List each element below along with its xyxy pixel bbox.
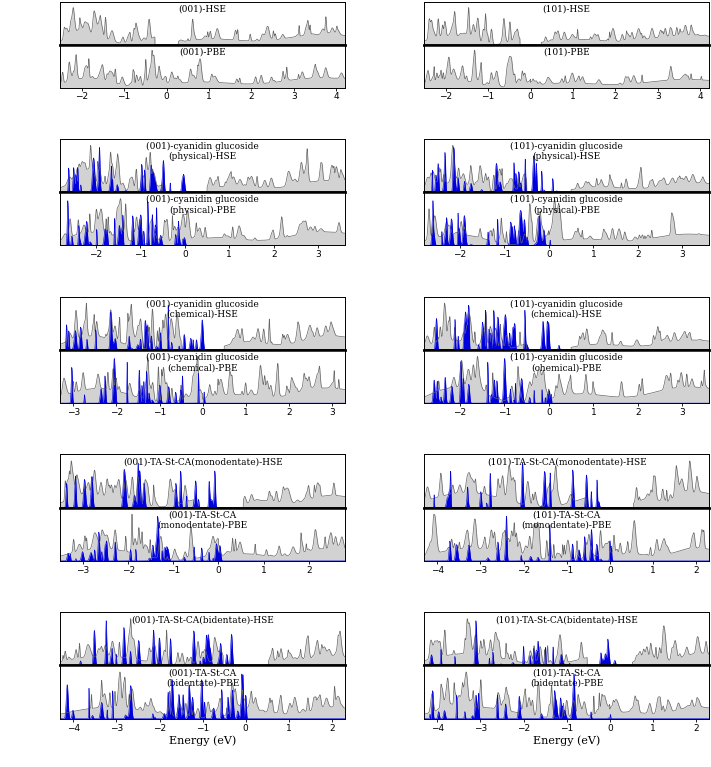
Text: (001)-cyanidin glucoside
(physical)-HSE: (001)-cyanidin glucoside (physical)-HSE xyxy=(146,142,259,161)
Text: (001)-TA-St-CA(bidentate)-HSE: (001)-TA-St-CA(bidentate)-HSE xyxy=(132,615,274,624)
Text: (101)-TA-St-CA
(monodentate)-PBE: (101)-TA-St-CA (monodentate)-PBE xyxy=(522,511,611,530)
Text: (101)-cyanidin glucoside
(physical)-PBE: (101)-cyanidin glucoside (physical)-PBE xyxy=(510,196,623,215)
Text: (101)-TA-St-CA
(bidentate)-PBE: (101)-TA-St-CA (bidentate)-PBE xyxy=(530,669,604,688)
Text: (101)-HSE: (101)-HSE xyxy=(542,5,591,14)
Text: (101)-PBE: (101)-PBE xyxy=(543,48,590,57)
Text: (101)-cyanidin glucoside
(physical)-HSE: (101)-cyanidin glucoside (physical)-HSE xyxy=(510,142,623,161)
Text: (101)-TA-St-CA(bidentate)-HSE: (101)-TA-St-CA(bidentate)-HSE xyxy=(496,615,638,624)
Text: (001)-TA-St-CA
(bidentate)-PBE: (001)-TA-St-CA (bidentate)-PBE xyxy=(166,669,240,688)
Text: (101)-cyanidin glucoside
(chemical)-HSE: (101)-cyanidin glucoside (chemical)-HSE xyxy=(510,300,623,319)
X-axis label: Energy (eV): Energy (eV) xyxy=(169,736,236,746)
Text: (001)-TA-St-CA
(monodentate)-PBE: (001)-TA-St-CA (monodentate)-PBE xyxy=(158,511,247,530)
Text: (101)-TA-St-CA(monodentate)-HSE: (101)-TA-St-CA(monodentate)-HSE xyxy=(487,457,646,466)
Text: (001)-PBE: (001)-PBE xyxy=(179,48,226,57)
Text: (001)-HSE: (001)-HSE xyxy=(178,5,227,14)
Text: (001)-cyanidin glucoside
(chemical)-HSE: (001)-cyanidin glucoside (chemical)-HSE xyxy=(146,300,259,319)
Text: (001)-cyanidin glucoside
(chemical)-PBE: (001)-cyanidin glucoside (chemical)-PBE xyxy=(146,353,259,372)
Text: (101)-cyanidin glucoside
(chemical)-PBE: (101)-cyanidin glucoside (chemical)-PBE xyxy=(510,353,623,372)
X-axis label: Energy (eV): Energy (eV) xyxy=(533,736,600,746)
Text: (001)-cyanidin glucoside
(physical)-PBE: (001)-cyanidin glucoside (physical)-PBE xyxy=(146,196,259,215)
Text: (001)-TA-St-CA(monodentate)-HSE: (001)-TA-St-CA(monodentate)-HSE xyxy=(123,457,282,466)
